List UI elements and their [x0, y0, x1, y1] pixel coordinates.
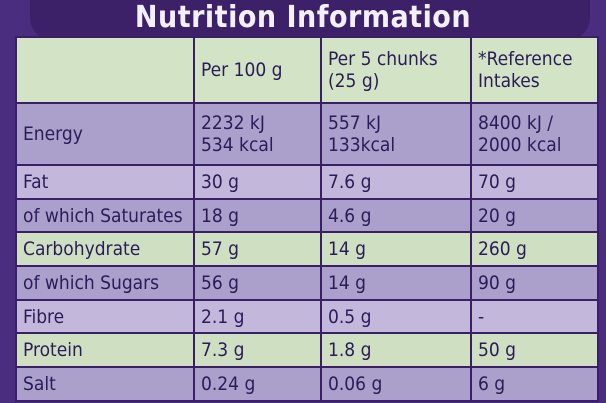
cell-text: Energy [23, 123, 83, 145]
cell-text: Intakes [478, 70, 540, 92]
cell-text: 0.5 g [328, 305, 372, 328]
cell-text: 7.3 g [201, 339, 245, 361]
cell-text: 14 g [328, 238, 367, 260]
value-cell: - [470, 299, 599, 334]
value-cell: 4.6 g [320, 198, 472, 233]
title: Nutrition Information [134, 0, 472, 35]
value-cell: 8400 kJ /2000 kcal [470, 102, 599, 166]
cell-text: Fat [23, 171, 49, 193]
header-cell: *Reference Intakes [470, 36, 599, 104]
row-label: Fibre [15, 299, 195, 334]
cell-text: 4.6 g [328, 204, 372, 227]
title-banner [30, 0, 590, 40]
row-label: of which Sugars [15, 265, 195, 301]
cell-text: 14 g [328, 272, 367, 294]
cell-text: Fibre [23, 305, 65, 328]
value-cell: 30 g [193, 164, 322, 200]
value-cell: 0.5 g [320, 299, 472, 334]
value-cell: 14 g [320, 265, 472, 301]
row-label: Fat [15, 164, 195, 200]
cell-text: 1.8 g [328, 339, 372, 361]
value-cell: 20 g [470, 198, 599, 233]
row-label: Protein [15, 332, 195, 368]
header-cell [15, 36, 195, 104]
cell-text: - [478, 305, 485, 328]
value-cell: 6 g [470, 366, 599, 402]
cell-text: Salt [23, 373, 56, 395]
value-cell: 90 g [470, 265, 599, 301]
value-cell: 14 g [320, 231, 472, 267]
cell-text: Carbohydrate [23, 238, 141, 260]
cell-text: 6 g [478, 373, 506, 395]
cell-text: of which Saturates [23, 204, 183, 227]
value-cell: 557 kJ 133kcal [320, 102, 472, 166]
cell-text: 534 kcal [201, 134, 274, 156]
value-cell: 2.1 g [193, 299, 322, 334]
value-cell: 1.8 g [320, 332, 472, 368]
cell-text: 557 kJ [328, 112, 381, 134]
row-label: Energy [15, 102, 195, 166]
cell-text: 0.06 g [328, 373, 383, 395]
cell-text: Protein [23, 339, 83, 361]
cell-text: 70 g [478, 171, 517, 193]
cell-text: 2232 kJ [201, 112, 265, 134]
value-cell: 70 g [470, 164, 599, 200]
cell-text: 2.1 g [201, 305, 245, 328]
cell-text: 0.24 g [201, 373, 256, 395]
value-cell: 50 g [470, 332, 599, 368]
cell-text: 260 g [478, 238, 527, 260]
value-cell: 0.24 g [193, 366, 322, 402]
value-cell: 7.6 g [320, 164, 472, 200]
cell-text: 18 g [201, 204, 240, 227]
value-cell: 57 g [193, 231, 322, 267]
cell-text: 57 g [201, 238, 240, 260]
value-cell: 260 g [470, 231, 599, 267]
cell-text: 56 g [201, 272, 240, 294]
cell-text: 50 g [478, 339, 517, 361]
header-cell: Per 100 g [193, 36, 322, 104]
cell-text: of which Sugars [23, 272, 160, 294]
value-cell: 0.06 g [320, 366, 472, 402]
cell-text: (25 g) [328, 70, 380, 92]
cell-text: 8400 kJ / [478, 112, 554, 134]
row-label: Salt [15, 366, 195, 402]
cell-text: 2000 kcal [478, 134, 562, 156]
value-cell: 7.3 g [193, 332, 322, 368]
cell-text: Per 100 g [201, 59, 283, 81]
cell-text: 7.6 g [328, 171, 372, 193]
cell-text: Per 5 chunks [328, 48, 438, 70]
row-label: Carbohydrate [15, 231, 195, 267]
value-cell: 56 g [193, 265, 322, 301]
cell-text: 30 g [201, 171, 240, 193]
cell-text: 133kcal [328, 134, 396, 156]
cell-text: 90 g [478, 272, 517, 294]
cell-text: 20 g [478, 204, 517, 227]
cell-text: *Reference [478, 48, 573, 70]
header-cell: Per 5 chunks (25 g) [320, 36, 472, 104]
value-cell: 2232 kJ 534 kcal [193, 102, 322, 166]
row-label: of which Saturates [15, 198, 195, 233]
value-cell: 18 g [193, 198, 322, 233]
